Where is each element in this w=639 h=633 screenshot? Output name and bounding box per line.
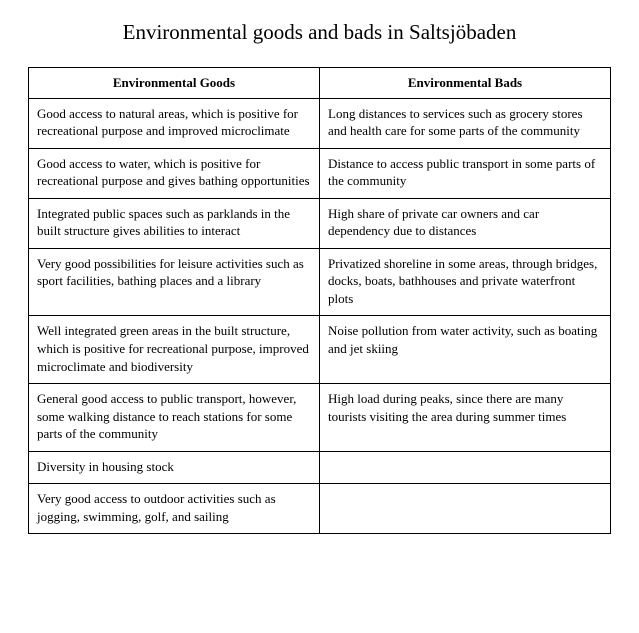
table-row: Integrated public spaces such as parklan… xyxy=(29,198,611,248)
cell-bad xyxy=(320,484,611,534)
table-row: General good access to public transport,… xyxy=(29,384,611,452)
table-row: Good access to natural areas, which is p… xyxy=(29,98,611,148)
cell-good: Very good access to outdoor activities s… xyxy=(29,484,320,534)
cell-good: Very good possibilities for leisure acti… xyxy=(29,248,320,316)
cell-bad: Distance to access public transport in s… xyxy=(320,148,611,198)
cell-good: Well integrated green areas in the built… xyxy=(29,316,320,384)
header-goods: Environmental Goods xyxy=(29,68,320,99)
cell-bad: Long distances to services such as groce… xyxy=(320,98,611,148)
page-title: Environmental goods and bads in Saltsjöb… xyxy=(28,20,611,45)
cell-good: Integrated public spaces such as parklan… xyxy=(29,198,320,248)
header-bads: Environmental Bads xyxy=(320,68,611,99)
cell-good: Good access to natural areas, which is p… xyxy=(29,98,320,148)
cell-good: Good access to water, which is positive … xyxy=(29,148,320,198)
cell-bad xyxy=(320,451,611,484)
table-header-row: Environmental Goods Environmental Bads xyxy=(29,68,611,99)
table-row: Very good access to outdoor activities s… xyxy=(29,484,611,534)
table-row: Good access to water, which is positive … xyxy=(29,148,611,198)
page-container: Environmental goods and bads in Saltsjöb… xyxy=(0,0,639,633)
table-row: Well integrated green areas in the built… xyxy=(29,316,611,384)
cell-bad: Noise pollution from water activity, suc… xyxy=(320,316,611,384)
table-row: Diversity in housing stock xyxy=(29,451,611,484)
cell-bad: Privatized shoreline in some areas, thro… xyxy=(320,248,611,316)
cell-bad: High share of private car owners and car… xyxy=(320,198,611,248)
table-row: Very good possibilities for leisure acti… xyxy=(29,248,611,316)
goods-bads-table: Environmental Goods Environmental Bads G… xyxy=(28,67,611,534)
cell-bad: High load during peaks, since there are … xyxy=(320,384,611,452)
cell-good: Diversity in housing stock xyxy=(29,451,320,484)
cell-good: General good access to public transport,… xyxy=(29,384,320,452)
